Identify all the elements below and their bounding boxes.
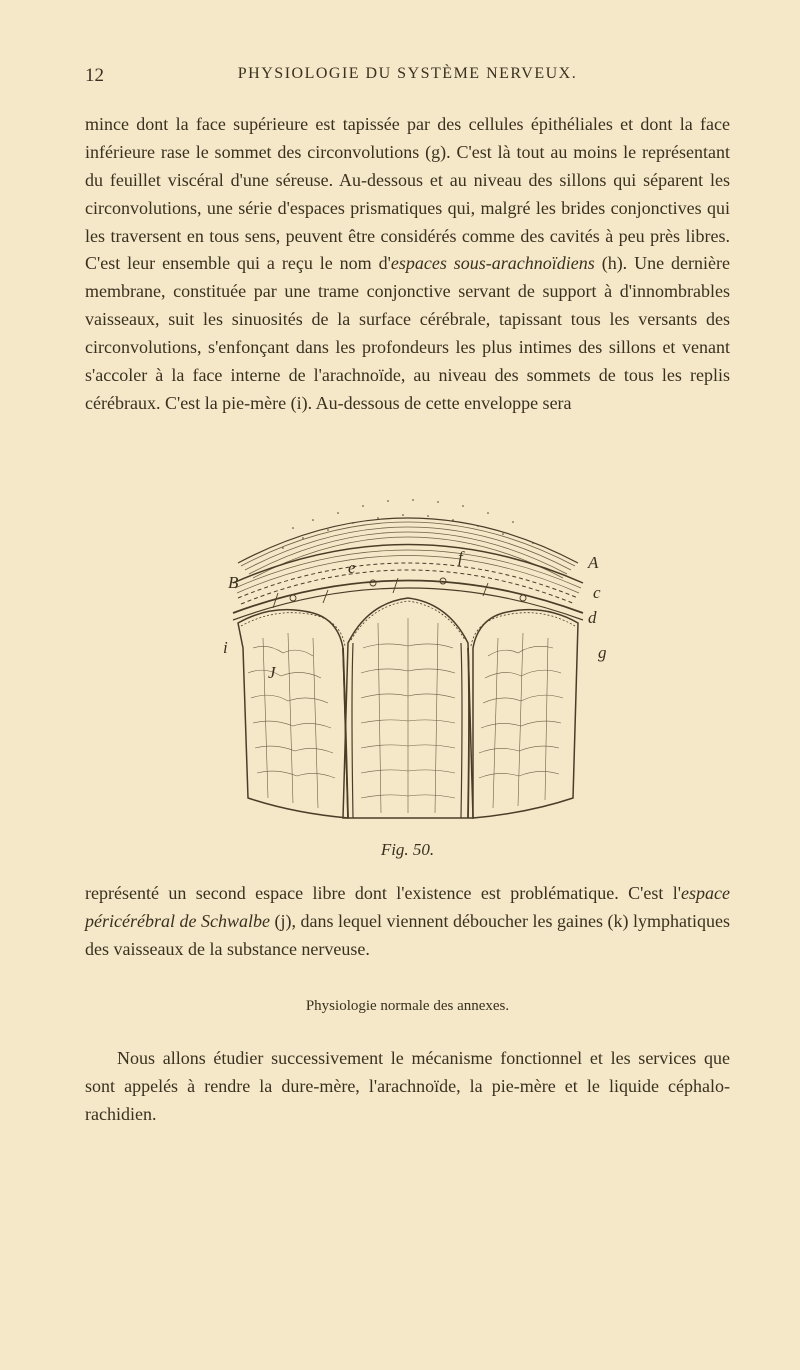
running-header: PHYSIOLOGIE DU SYSTÈME NERVEUX. bbox=[85, 65, 730, 83]
paragraph-2: représenté un second espace libre dont l… bbox=[85, 880, 730, 964]
label-J: J bbox=[268, 663, 277, 682]
label-d: d bbox=[588, 608, 597, 627]
label-g: g bbox=[598, 643, 607, 662]
p1-cont1: (h). Une dernière membrane, constituée p… bbox=[85, 253, 730, 412]
page-number: 12 bbox=[85, 65, 104, 87]
p3-text: Nous allons étudier successivement le mé… bbox=[85, 1048, 730, 1124]
subsection-header: Physiologie normale des annexes. bbox=[85, 998, 730, 1015]
figure-container: A B c d e f g i J Fig. 50. bbox=[85, 448, 730, 860]
paragraph-3: Nous allons étudier successivement le mé… bbox=[85, 1045, 730, 1129]
p2-text: représenté un second espace libre dont l… bbox=[85, 883, 681, 903]
figure-caption: Fig. 50. bbox=[85, 840, 730, 860]
label-A: A bbox=[587, 553, 599, 572]
p1-text: mince dont la face supérieure est tapiss… bbox=[85, 114, 730, 273]
label-e: e bbox=[348, 558, 356, 577]
p1-italic1: espaces sous-arachnoïdiens bbox=[391, 253, 595, 273]
anatomical-figure: A B c d e f g i J bbox=[193, 448, 623, 828]
label-B: B bbox=[228, 573, 239, 592]
label-c: c bbox=[593, 583, 601, 602]
paragraph-1: mince dont la face supérieure est tapiss… bbox=[85, 111, 730, 418]
label-i: i bbox=[223, 638, 228, 657]
label-f: f bbox=[458, 548, 465, 567]
